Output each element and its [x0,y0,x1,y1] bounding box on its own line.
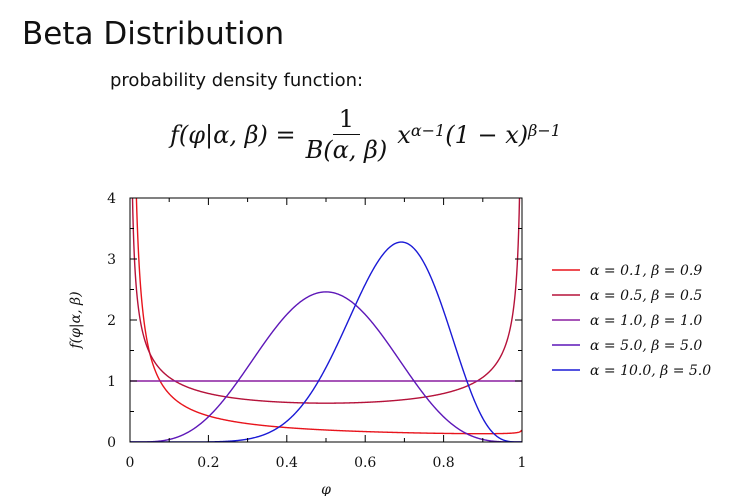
legend-label-1: α = 0.1, β = 0.9 [590,263,702,279]
formula-exponent-beta: β−1 [528,121,561,140]
y-tick-label-0: 0 [107,435,116,451]
legend-label-2: α = 0.5, β = 0.5 [590,288,702,304]
legend-label-4: α = 5.0, β = 5.0 [590,338,702,354]
x-axis-label: φ [321,482,331,496]
x-tick-label-0: 0 [126,455,135,471]
formula-lhs: f(φ|α, β) = [170,120,296,149]
x-tick-label-4: 0.8 [432,455,454,471]
pdf-formula: f(φ|α, β) = 1 B(α, β) x α−1 (1 − x) β−1 [170,104,561,165]
x-tick-label-2: 0.4 [276,455,298,471]
formula-fraction: 1 B(α, β) [300,104,394,165]
y-tick-label-3: 3 [107,252,116,268]
formula-numerator: 1 [332,104,361,135]
legend-label-3: α = 1.0, β = 1.0 [590,313,702,329]
series-line-1 [135,198,522,435]
series-line-5 [130,241,522,442]
slide-subtitle: probability density function: [110,70,364,91]
series-line-4 [130,291,522,442]
formula-base-x: x [397,120,411,149]
formula-base-one-minus-x: (1 − x) [445,120,529,149]
x-tick-label-5: 1 [518,455,527,471]
x-tick-label-3: 0.6 [354,455,376,471]
slide-title: Beta Distribution [22,16,285,52]
y-tick-label-1: 1 [107,374,116,390]
x-tick-label-1: 0.2 [197,455,219,471]
legend-label-5: α = 10.0, β = 5.0 [590,363,711,379]
series-line-2 [131,198,521,404]
formula-denominator: B(α, β) [305,136,388,164]
y-axis-label: f(φ|α, β) [68,291,84,349]
y-tick-label-2: 2 [107,313,116,329]
formula-exponent-alpha: α−1 [410,121,446,140]
plot-frame [129,197,523,443]
y-tick-label-4: 4 [107,191,116,207]
